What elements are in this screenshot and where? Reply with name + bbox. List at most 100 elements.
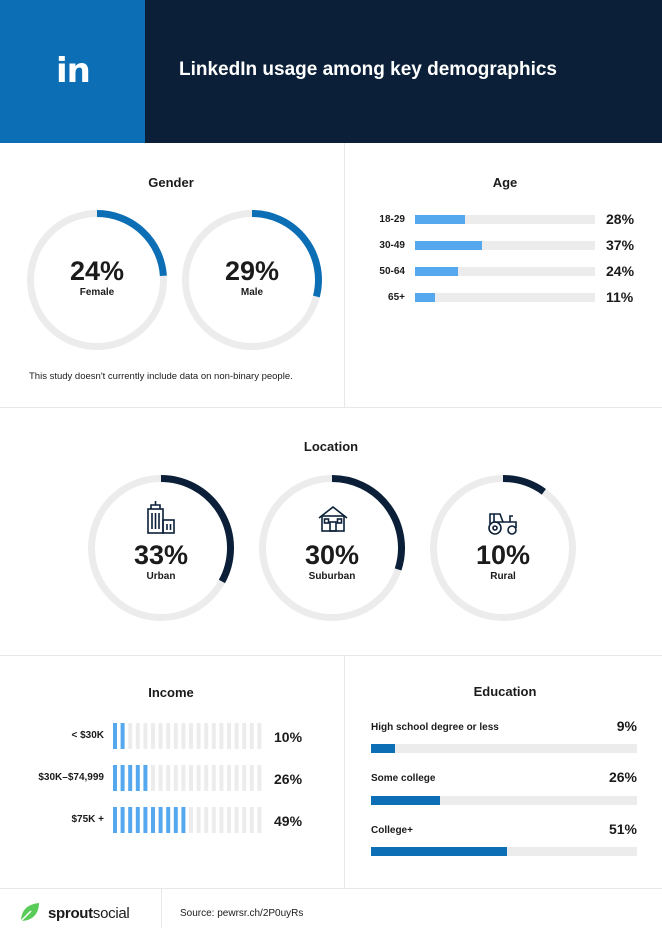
age-bar-50-64 <box>415 267 459 276</box>
income-label-under-30k: < $30K <box>71 730 104 741</box>
income-tick-empty <box>249 807 254 833</box>
divider-footer <box>0 888 662 889</box>
donut-arc-male <box>251 210 322 298</box>
age-value-18-29: 28% <box>606 211 635 227</box>
income-tick-empty <box>257 807 262 833</box>
location-category-urban: Urban <box>146 571 176 582</box>
income-tick-filled <box>181 807 186 833</box>
education-bar-track <box>371 744 637 753</box>
income-tick-filled <box>166 807 171 833</box>
gender-category-female: Female <box>79 287 115 298</box>
age-title: Age <box>492 175 518 190</box>
income-tick-empty <box>158 765 163 791</box>
income-tick-filled <box>128 765 133 791</box>
income-value-under-30k: 10% <box>274 729 303 745</box>
gender-note: This study doesn't currently include dat… <box>29 371 293 382</box>
income-tick-empty <box>196 723 201 749</box>
income-tick-empty <box>204 765 209 791</box>
location-value-suburban: 30% <box>304 540 360 570</box>
income-tick-filled <box>120 723 125 749</box>
gender-value-female: 24% <box>69 256 125 286</box>
divider-location-income <box>0 655 662 656</box>
gender-label-male: 29% Male <box>182 256 322 299</box>
income-tick-empty <box>249 765 254 791</box>
age-value-65-plus: 11% <box>606 289 634 305</box>
age-label-65-plus: 65+ <box>388 292 405 303</box>
income-tick-filled <box>173 807 178 833</box>
income-tick-empty <box>204 723 209 749</box>
income-tick-empty <box>166 765 171 791</box>
education-bar-track <box>371 796 637 805</box>
divider-income-education <box>344 655 345 888</box>
income-tick-empty <box>219 723 224 749</box>
income-tick-empty <box>219 765 224 791</box>
brand-bold: sprout <box>48 905 93 922</box>
age-bar-track <box>415 267 595 276</box>
gender-donut-male <box>182 210 322 350</box>
income-tick-empty <box>234 765 239 791</box>
education-value-high-school: 9% <box>616 718 637 734</box>
location-donut-urban <box>88 475 234 621</box>
city-buildings-icon <box>147 501 175 534</box>
income-tick-empty <box>135 723 140 749</box>
brand-light: social <box>92 905 130 922</box>
income-tick-empty <box>219 807 224 833</box>
income-tick-empty <box>234 723 239 749</box>
education-value-some-college: 26% <box>608 769 637 785</box>
income-tick-filled <box>151 807 155 833</box>
income-tick-empty <box>227 807 231 833</box>
location-label-urban: 33% Urban <box>88 540 234 583</box>
sprout-leaf-icon <box>20 903 39 922</box>
location-label-suburban: 30% Suburban <box>259 540 405 583</box>
income-tick-filled <box>120 765 125 791</box>
income-tick-empty <box>181 723 186 749</box>
income-label-30k-75k: $30K–$74,999 <box>38 772 104 783</box>
income-tick-empty <box>143 723 148 749</box>
income-tick-empty <box>189 807 193 833</box>
income-tick-empty <box>257 765 262 791</box>
income-title: Income <box>148 685 194 700</box>
income-tick-filled <box>143 807 148 833</box>
income-tick-filled <box>113 807 117 833</box>
income-tick-empty <box>158 723 163 749</box>
income-tick-empty <box>166 723 171 749</box>
page-title: LinkedIn usage among key demographics <box>179 59 557 80</box>
gender-value-male: 29% <box>224 256 280 286</box>
location-donut-rural <box>430 475 576 621</box>
location-label-rural: 10% Rural <box>430 540 576 583</box>
income-tick-filled <box>158 807 163 833</box>
house-icon <box>318 505 348 532</box>
income-bar-30k-75k <box>113 765 262 791</box>
education-bar-track <box>371 847 637 856</box>
gender-label-female: 24% Female <box>27 256 167 299</box>
linkedin-logo-icon: in <box>56 51 91 91</box>
income-tick-empty <box>181 765 186 791</box>
tractor-icon <box>488 513 517 535</box>
income-bar-under-30k <box>113 723 262 749</box>
income-value-30k-75k: 26% <box>274 771 303 787</box>
donut-arc-urban <box>160 475 234 584</box>
income-tick-empty <box>227 723 231 749</box>
income-tick-filled <box>143 765 148 791</box>
age-bar-track <box>415 241 595 250</box>
gender-title: Gender <box>148 175 194 190</box>
income-tick-empty <box>211 765 216 791</box>
education-title: Education <box>473 684 537 699</box>
income-tick-filled <box>135 765 140 791</box>
income-tick-empty <box>234 807 239 833</box>
location-title: Location <box>303 439 359 454</box>
income-tick-empty <box>189 765 193 791</box>
education-label-high-school: High school degree or less <box>371 722 499 733</box>
income-tick-empty <box>173 765 178 791</box>
age-bar-30-49 <box>415 241 482 250</box>
income-value-75k-plus: 49% <box>274 813 303 829</box>
income-tick-empty <box>173 723 178 749</box>
age-label-18-29: 18-29 <box>379 214 405 225</box>
income-tick-empty <box>242 723 247 749</box>
donut-arc-rural <box>502 475 546 495</box>
income-tick-empty <box>204 807 209 833</box>
gender-category-male: Male <box>240 287 264 298</box>
income-tick-filled <box>128 807 133 833</box>
donut-arc-female <box>96 210 167 277</box>
sprout-social-logo: sproutsocial <box>48 904 130 924</box>
